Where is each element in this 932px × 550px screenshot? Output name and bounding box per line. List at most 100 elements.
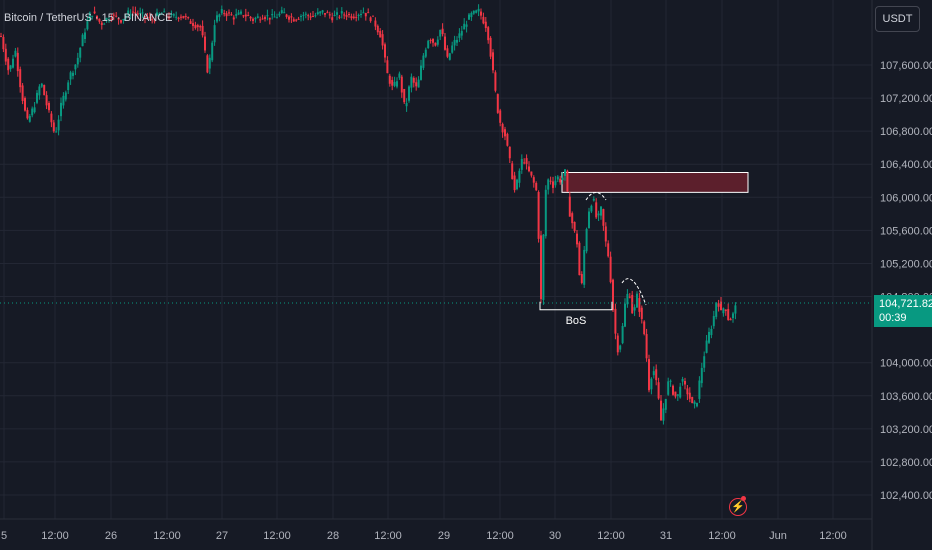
candle-body <box>496 94 499 113</box>
candle-body <box>194 24 197 29</box>
candle-body <box>410 76 413 88</box>
annotations: BoS <box>0 192 872 327</box>
candle-body <box>115 15 118 17</box>
candle-body <box>626 293 629 305</box>
time-tick-label: Jun <box>769 530 787 542</box>
candle-body <box>204 36 206 51</box>
candle-body <box>249 16 252 19</box>
candle-body <box>223 13 226 15</box>
candle-body <box>463 23 466 30</box>
candle-body <box>100 22 103 25</box>
time-axis[interactable]: 5 12:00 26 12:00 27 12:00 28 12:00 29 12:00 30 12:0… <box>1 530 847 542</box>
candle-body <box>364 12 367 17</box>
lightning-icon[interactable]: ⚡ <box>729 498 747 516</box>
candle-body <box>81 34 84 47</box>
candle-body <box>528 166 530 172</box>
candle-body <box>427 40 430 49</box>
candle-body <box>609 256 612 283</box>
candle-body <box>561 177 564 181</box>
candle-body <box>105 18 108 21</box>
candle-body <box>345 15 348 17</box>
candle-body <box>74 64 77 70</box>
candle-body <box>266 15 269 17</box>
candle-body <box>72 72 74 76</box>
candle-body <box>235 14 238 16</box>
candle-body <box>674 391 677 397</box>
candle-body <box>110 18 113 20</box>
candle-body <box>664 398 667 410</box>
candle-body <box>69 72 72 80</box>
candle-body <box>144 16 146 18</box>
candle-body <box>64 92 67 100</box>
candle-body <box>715 302 718 317</box>
candle-body <box>420 65 422 80</box>
candle-body <box>213 25 216 43</box>
candle-body <box>597 213 600 216</box>
bos-line <box>539 301 613 311</box>
candle-body <box>129 14 132 16</box>
candle-body <box>556 176 559 180</box>
candle-body <box>573 221 576 231</box>
candle-body <box>288 16 290 20</box>
candle-body <box>638 298 641 312</box>
candle-body <box>158 13 161 16</box>
candle-body <box>360 14 362 16</box>
candle-body <box>602 209 605 226</box>
price-axis[interactable]: 107,600.00 107,200.00 106,800.00 106,400.00… <box>880 60 932 502</box>
candle-body <box>304 13 307 15</box>
candle-body <box>619 345 622 350</box>
candle-body <box>232 17 235 20</box>
candle-body <box>259 19 262 21</box>
candle-body <box>504 129 506 137</box>
candle-body <box>691 396 694 404</box>
candle-body <box>578 242 581 276</box>
time-tick-label: 12:00 <box>153 530 181 542</box>
candle-body <box>93 11 96 14</box>
candle-body <box>379 30 382 38</box>
candle-body <box>297 18 300 20</box>
candle-body <box>120 20 122 23</box>
candle-body <box>57 119 60 131</box>
candle-body <box>448 53 451 60</box>
candle-body <box>542 234 545 300</box>
price-tick-label: 107,600.00 <box>880 60 932 72</box>
candle-body <box>292 19 295 22</box>
candle-body <box>254 18 257 20</box>
candle-body <box>21 85 24 101</box>
candle-body <box>686 388 689 395</box>
candle-body <box>369 17 372 22</box>
candle-body <box>624 303 626 327</box>
candle-body <box>508 146 511 159</box>
candle-body <box>712 316 715 327</box>
candle-body <box>331 17 334 21</box>
candle-body <box>633 307 636 311</box>
bar-countdown: 00:39 <box>879 312 907 324</box>
candle-body <box>328 14 331 16</box>
candle-body <box>91 15 94 17</box>
candle-body <box>268 17 271 20</box>
candle-body <box>405 103 408 107</box>
candle-body <box>506 133 509 146</box>
supply-zone-box <box>561 172 749 193</box>
candle-body <box>9 65 12 69</box>
candle-body <box>19 69 22 88</box>
candle-body <box>705 340 708 353</box>
candle-body <box>333 15 336 17</box>
candle-body <box>165 15 168 17</box>
candle-body <box>540 235 542 300</box>
candle-body <box>153 20 156 22</box>
candle-body <box>729 318 732 321</box>
candle-body <box>535 182 538 191</box>
candle-body <box>388 75 391 84</box>
candle-body <box>470 13 473 18</box>
candle-body <box>127 10 130 15</box>
candle-body <box>134 12 137 14</box>
candle-body <box>26 110 29 119</box>
candle-body <box>499 110 502 123</box>
time-tick-label: 12:00 <box>819 530 847 542</box>
alert-dot <box>741 496 746 501</box>
candle-body <box>537 192 540 239</box>
currency-button[interactable]: USDT <box>875 6 920 32</box>
symbol-title: Bitcoin / TetherUS · 15 · BINANCE <box>4 12 173 24</box>
